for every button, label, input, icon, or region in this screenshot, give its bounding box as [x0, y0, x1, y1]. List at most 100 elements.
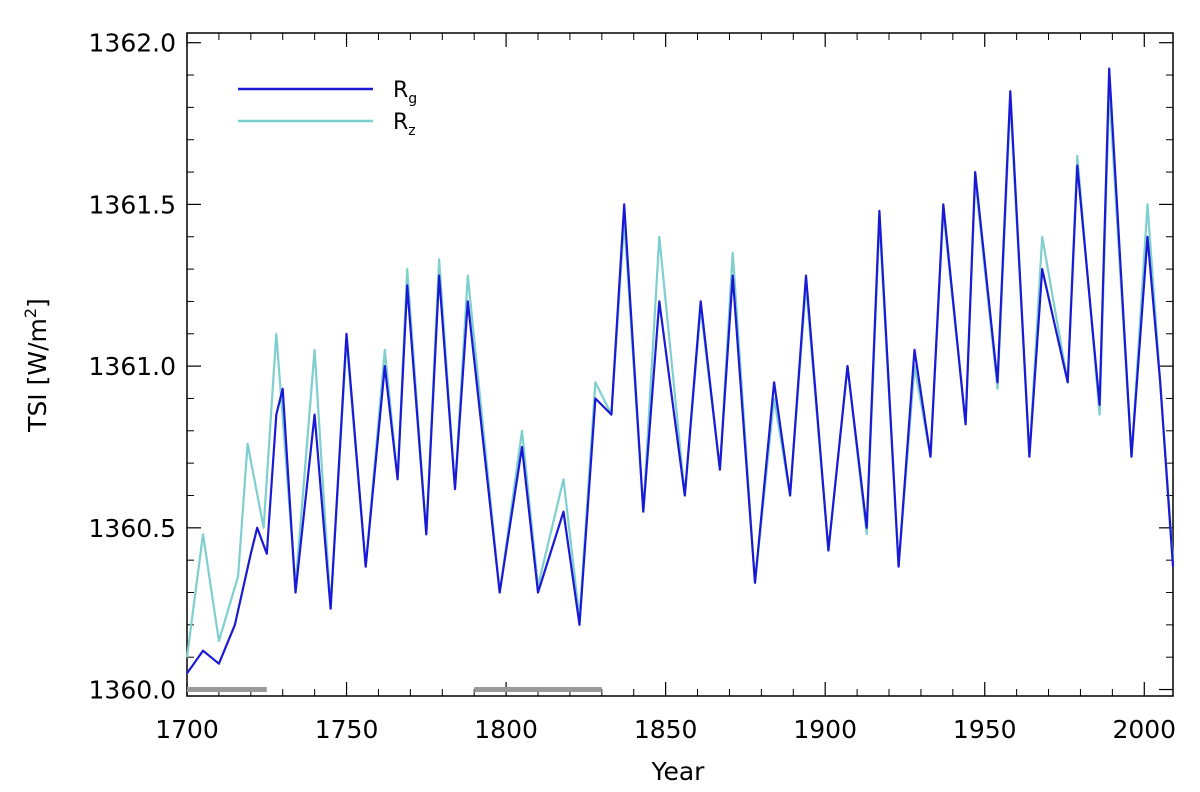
series-line-rg	[186, 67, 1175, 675]
data-point	[345, 333, 348, 335]
y-tick-label: 1360.5	[89, 514, 176, 543]
legend: Rg Rz	[238, 78, 417, 139]
data-point	[1099, 404, 1101, 406]
data-point	[262, 527, 265, 529]
y-axis-title-sup: 2	[21, 308, 40, 318]
data-point	[805, 274, 807, 277]
legend-label-rg-main: R	[393, 78, 408, 103]
data-point	[846, 365, 849, 367]
data-point	[610, 414, 612, 416]
x-tick-label: 2000	[1112, 715, 1176, 744]
data-point	[1009, 90, 1011, 92]
data-point	[719, 469, 721, 471]
data-point	[658, 236, 660, 238]
data-point	[467, 300, 469, 303]
data-point	[866, 527, 868, 529]
legend-label-rg-sub: g	[408, 91, 417, 107]
data-point	[658, 300, 660, 303]
legend-label-rz: Rz	[393, 110, 416, 139]
data-point	[773, 381, 775, 383]
data-point	[237, 575, 239, 577]
data-point	[562, 511, 565, 513]
data-point	[1146, 236, 1149, 238]
data-point	[684, 494, 686, 497]
data-point	[202, 650, 204, 652]
data-point	[929, 456, 932, 458]
data-point	[1067, 381, 1069, 383]
data-point	[866, 533, 868, 535]
data-point	[964, 423, 967, 425]
data-point	[827, 549, 829, 552]
data-point	[1041, 268, 1043, 270]
data-point	[578, 624, 581, 626]
data-point	[1076, 165, 1078, 167]
data-point	[913, 349, 916, 351]
x-tick-label: 1900	[793, 715, 857, 744]
y-tick-label: 1361.5	[89, 190, 176, 219]
data-point	[266, 553, 268, 555]
data-point	[202, 533, 204, 535]
y-axis-title-close: ]	[23, 298, 52, 308]
x-tick-label: 1950	[953, 715, 1017, 744]
data-point	[329, 608, 332, 610]
data-point	[256, 527, 258, 529]
series-lines	[185, 67, 1175, 675]
data-point	[218, 640, 220, 642]
data-point	[897, 566, 900, 568]
data-point	[942, 203, 944, 206]
data-point	[1146, 203, 1149, 206]
data-point	[789, 494, 791, 497]
data-point	[732, 252, 734, 254]
x-tick-label: 1800	[474, 715, 538, 744]
data-point	[250, 553, 252, 555]
data-point	[365, 566, 367, 568]
y-tick-label: 1362.0	[89, 29, 176, 58]
y-tick-label: 1360.0	[89, 676, 176, 705]
x-tick-label: 1850	[634, 715, 698, 744]
data-point	[397, 478, 399, 480]
data-point	[384, 349, 386, 351]
legend-label-rz-sub: z	[408, 123, 415, 139]
x-tick-label: 1700	[155, 715, 219, 744]
data-point	[186, 672, 188, 674]
data-point	[384, 365, 386, 367]
plot-frame	[186, 32, 1174, 697]
data-point	[438, 274, 440, 277]
data-point	[700, 300, 702, 303]
data-point	[425, 533, 427, 535]
data-point	[234, 624, 236, 626]
data-point	[282, 388, 284, 390]
data-point	[1130, 456, 1133, 458]
data-point	[294, 591, 297, 594]
data-point	[1028, 456, 1031, 458]
data-point	[247, 443, 249, 445]
data-point	[314, 349, 316, 351]
data-point	[1172, 566, 1174, 568]
legend-label-rg: Rg	[393, 78, 417, 107]
data-point	[1076, 155, 1078, 157]
data-point	[732, 274, 734, 277]
series-points-rg	[186, 67, 1174, 674]
data-point	[521, 446, 523, 448]
data-point	[773, 397, 775, 400]
data-point	[438, 258, 440, 260]
data-point	[1041, 236, 1043, 238]
data-point	[1099, 414, 1101, 416]
data-point	[754, 582, 756, 584]
data-point	[623, 203, 625, 206]
data-point	[275, 414, 277, 416]
y-axis-title: TSI [W/m2]	[21, 298, 52, 433]
legend-label-rz-main: R	[393, 110, 408, 135]
y-tick-label: 1361.0	[89, 352, 176, 381]
data-point	[186, 656, 188, 658]
data-point	[594, 397, 597, 400]
data-point	[562, 478, 565, 480]
data-point	[467, 274, 469, 277]
data-point	[1159, 381, 1161, 383]
y-tick-labels: 1360.0 1360.5 1361.0 1361.5 1362.0	[89, 29, 176, 705]
data-point	[499, 591, 501, 594]
data-point	[642, 511, 644, 513]
x-tick-label: 1750	[315, 715, 379, 744]
data-point	[974, 171, 976, 173]
